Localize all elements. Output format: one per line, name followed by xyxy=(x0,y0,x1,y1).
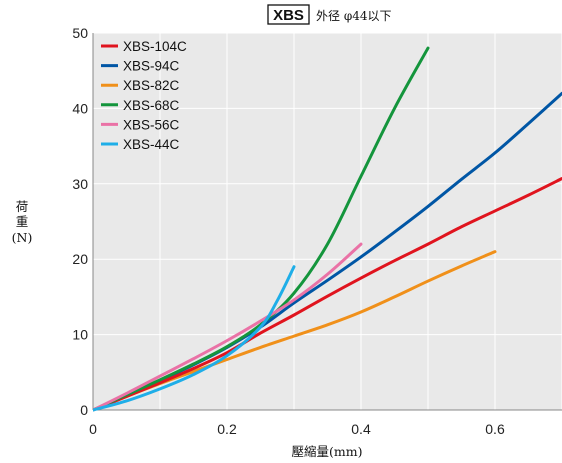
y-tick-label: 40 xyxy=(72,100,88,116)
legend: XBS-104C XBS-94C XBS-82C XBS-68C XBS-56C XBS-… xyxy=(101,39,187,152)
legend-label: XBS-56C xyxy=(123,117,180,132)
y-tick-label: 20 xyxy=(72,251,88,267)
y-tick-label: 0 xyxy=(80,402,88,418)
y-tick-label: 10 xyxy=(72,327,88,343)
series-line-xbs-104c xyxy=(93,177,562,412)
y-axis-label-line-1: 荷 xyxy=(16,199,29,214)
legend-label: XBS-44C xyxy=(123,137,180,152)
legend-item-xbs-94c: XBS-94C xyxy=(101,59,180,74)
series-line-xbs-56c xyxy=(93,242,363,412)
y-axis-label: 荷 重 (N) xyxy=(12,199,33,245)
legend-item-xbs-56c: XBS-56C xyxy=(101,117,180,132)
x-tick-label: 0.2 xyxy=(217,421,237,437)
legend-item-xbs-68c: XBS-68C xyxy=(101,98,180,113)
legend-label: XBS-94C xyxy=(123,59,180,74)
tick-labels: 0 0.2 0.4 0.6 0 10 20 30 40 50 xyxy=(72,25,505,437)
axes xyxy=(92,33,562,411)
x-tick-label: 0.4 xyxy=(351,421,371,437)
x-tick-label: 0 xyxy=(89,421,97,437)
title-rest-text: 外径 φ44以下 xyxy=(316,9,392,23)
y-axis-label-line-3: (N) xyxy=(12,230,33,245)
grid xyxy=(93,32,562,410)
legend-label: XBS-104C xyxy=(123,39,187,54)
legend-label: XBS-68C xyxy=(123,98,180,113)
y-axis-label-line-2: 重 xyxy=(16,214,29,229)
title-boxed-text: XBS xyxy=(273,7,304,24)
legend-item-xbs-104c: XBS-104C xyxy=(101,39,187,54)
chart-title: XBS 外径 φ44以下 xyxy=(267,4,392,25)
x-tick-label: 0.6 xyxy=(485,421,505,437)
series-group xyxy=(93,46,562,412)
x-axis-label: 壓縮量(mm) xyxy=(292,444,363,459)
legend-item-xbs-44c: XBS-44C xyxy=(101,137,180,152)
legend-label: XBS-82C xyxy=(123,78,180,93)
y-tick-label: 30 xyxy=(72,176,88,192)
series-line-xbs-44c xyxy=(93,265,296,412)
y-tick-label: 50 xyxy=(72,25,88,41)
plot-area xyxy=(93,33,562,410)
title-box-frame xyxy=(267,4,310,25)
legend-item-xbs-82c: XBS-82C xyxy=(101,78,180,93)
